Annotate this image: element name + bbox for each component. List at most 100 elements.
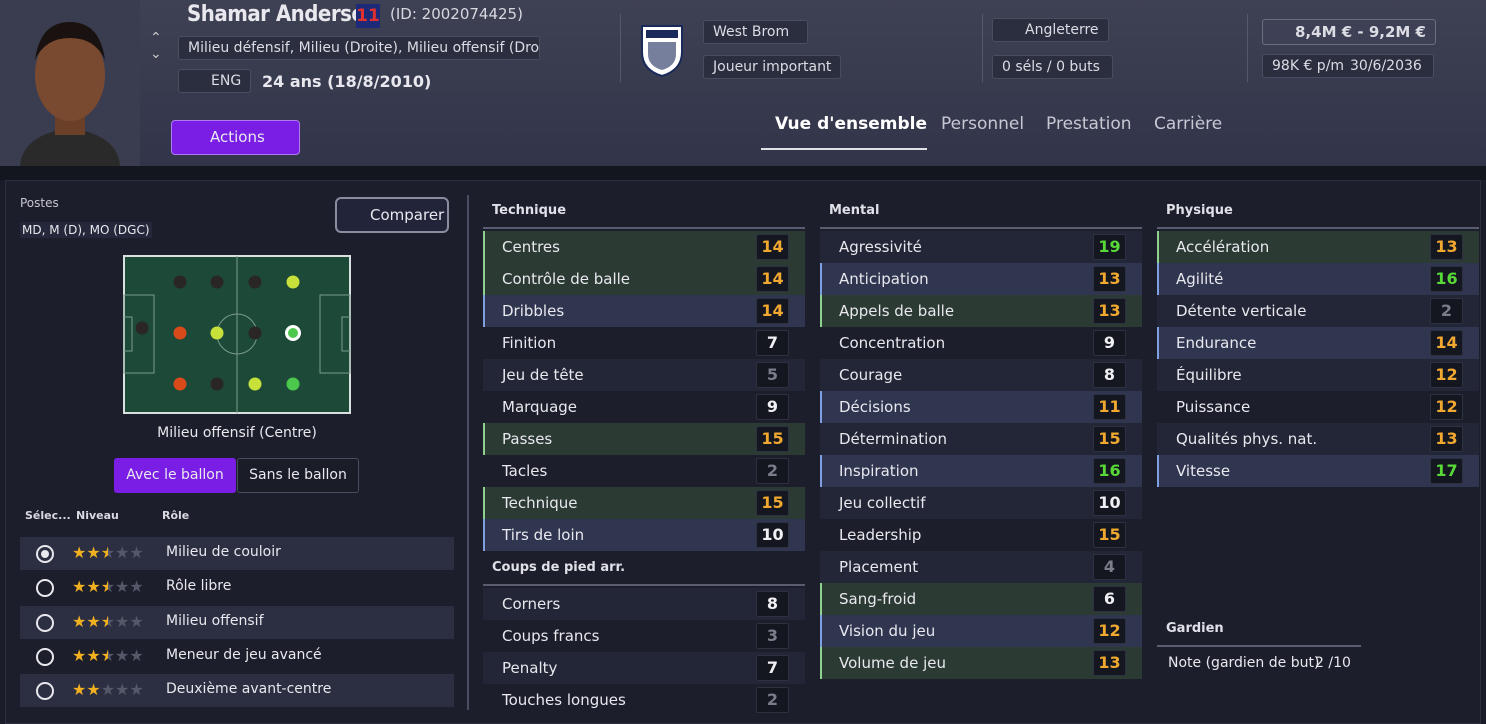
nav-arrows[interactable]: ⌃ ⌄	[150, 30, 162, 62]
attribute-row: Jeu de tête 5	[483, 359, 805, 391]
radio[interactable]	[36, 545, 54, 563]
attribute-value: 9	[756, 394, 789, 420]
group-rule	[483, 584, 805, 586]
pitch	[123, 255, 351, 414]
attribute-value: 13	[1093, 266, 1126, 292]
radio[interactable]	[36, 682, 54, 701]
star: ★	[115, 680, 130, 700]
country: Angleterre	[992, 18, 1109, 42]
star: ★	[129, 645, 144, 665]
attribute-name: Marquage	[502, 398, 578, 416]
attribute-name: Puissance	[1176, 398, 1251, 416]
attribute-name: Penalty	[502, 659, 558, 677]
tab[interactable]: Carrière	[1154, 114, 1223, 134]
attribute-accent	[820, 295, 822, 327]
attribute-row: Technique 15	[483, 487, 805, 519]
club-crest	[641, 25, 683, 78]
radio[interactable]	[36, 579, 54, 598]
positions-short: MD, M (D), MO (DGC)	[20, 222, 152, 238]
attribute-value: 13	[1093, 650, 1126, 676]
attribute-value: 9	[1093, 330, 1126, 356]
role-row[interactable]: ★★★★★ Milieu offensif	[20, 605, 454, 639]
attribute-name: Dribbles	[502, 302, 565, 320]
attribute-value: 8	[756, 591, 789, 617]
attribute-value: 10	[756, 522, 789, 548]
attribute-row: Jeu collectif 10	[820, 487, 1142, 519]
star: ★	[100, 577, 116, 597]
attribute-row: Contrôle de balle 14	[483, 263, 805, 295]
attribute-name: Vision du jeu	[839, 622, 936, 640]
attribute-name: Tacles	[502, 462, 548, 480]
attribute-row: Équilibre 12	[1157, 359, 1479, 391]
role-row[interactable]: ★★★★★ Deuxième avant-centre	[20, 674, 454, 708]
attribute-name: Note (gardien de but)	[1168, 655, 1320, 671]
star: ★	[86, 680, 101, 700]
player-id: (ID: 2002074425)	[390, 5, 523, 23]
group-rule	[820, 227, 1142, 229]
column-header: Rôle	[162, 509, 190, 522]
attribute-row: Courage 8	[820, 359, 1142, 391]
attribute-row: Tacles 2	[483, 455, 805, 487]
shirt-number: 11	[356, 4, 380, 28]
attribute-name: Finition	[502, 334, 557, 352]
attribute-value: 14	[756, 298, 789, 324]
attribute-accent	[1157, 231, 1159, 263]
attribute-row: Penalty 7	[483, 652, 805, 684]
attribute-value: 6	[1093, 586, 1126, 612]
toggle-button[interactable]: Sans le ballon	[237, 458, 359, 493]
attribute-accent	[1157, 455, 1159, 487]
star: ★	[100, 645, 116, 665]
role-row[interactable]: ★★★★★ Meneur de jeu avancé	[20, 640, 454, 673]
star: ★	[86, 645, 101, 665]
actions-button[interactable]: Actions	[171, 120, 300, 155]
attribute-name: Endurance	[1176, 334, 1257, 352]
attribute-row: Détente verticale 2	[1157, 295, 1479, 327]
group-rule	[483, 227, 805, 229]
attribute-name: Agressivité	[839, 238, 922, 256]
attribute-accent	[1157, 263, 1159, 295]
star: ★	[115, 645, 130, 665]
attribute-accent	[820, 391, 822, 423]
star: ★	[115, 543, 130, 562]
tab[interactable]: Prestation	[1046, 114, 1132, 134]
nationality: ENG	[178, 69, 252, 93]
role-name: Meneur de jeu avancé	[166, 646, 322, 663]
attribute-row: Détermination 15	[820, 423, 1142, 455]
radio[interactable]	[36, 613, 54, 632]
attribute-name: Sang-froid	[839, 590, 917, 608]
attribute-value: 19	[1093, 234, 1126, 260]
toggle-button[interactable]: Avec le ballon	[114, 458, 236, 493]
star-rating: ★★★★★	[72, 646, 144, 665]
attribute-value: 5	[756, 362, 789, 388]
player-name: Shamar Anderson	[187, 2, 379, 27]
attribute-accent	[483, 295, 485, 327]
tab[interactable]: Personnel	[941, 114, 1025, 134]
attribute-value: 14	[756, 266, 789, 292]
star: ★	[129, 543, 144, 562]
attribute-name: Agilité	[1176, 270, 1224, 288]
attribute-row: Finition 7	[483, 327, 805, 359]
attribute-name: Concentration	[839, 334, 946, 352]
attribute-row: Vitesse 17	[1157, 455, 1479, 487]
compare-button[interactable]: Comparer	[335, 197, 449, 233]
attribute-name: Courage	[839, 366, 903, 384]
radio[interactable]	[36, 647, 54, 666]
attribute-name: Centres	[502, 238, 560, 256]
tab[interactable]: Vue d'ensemble	[775, 114, 927, 134]
attribute-value: 12	[1093, 618, 1126, 644]
attribute-name: Corners	[502, 595, 561, 613]
attribute-value: 3	[756, 623, 789, 649]
attribute-row: Décisions 11	[820, 391, 1142, 423]
role-row[interactable]: ★★★★★ Milieu de couloir	[20, 537, 454, 570]
wage: 98K € p/m	[1262, 54, 1434, 78]
attribute-row: Volume de jeu 13	[820, 647, 1142, 679]
group-title: Physique	[1166, 203, 1233, 218]
attribute-value: 2	[756, 458, 789, 484]
attribute-row: Accélération 13	[1157, 231, 1479, 263]
value: 8,4M € - 9,2M €	[1262, 19, 1436, 45]
star: ★	[129, 611, 144, 631]
column-header: Niveau	[76, 509, 119, 522]
role-row[interactable]: ★★★★★ Rôle libre	[20, 571, 454, 604]
attribute-value: 15	[756, 490, 789, 516]
